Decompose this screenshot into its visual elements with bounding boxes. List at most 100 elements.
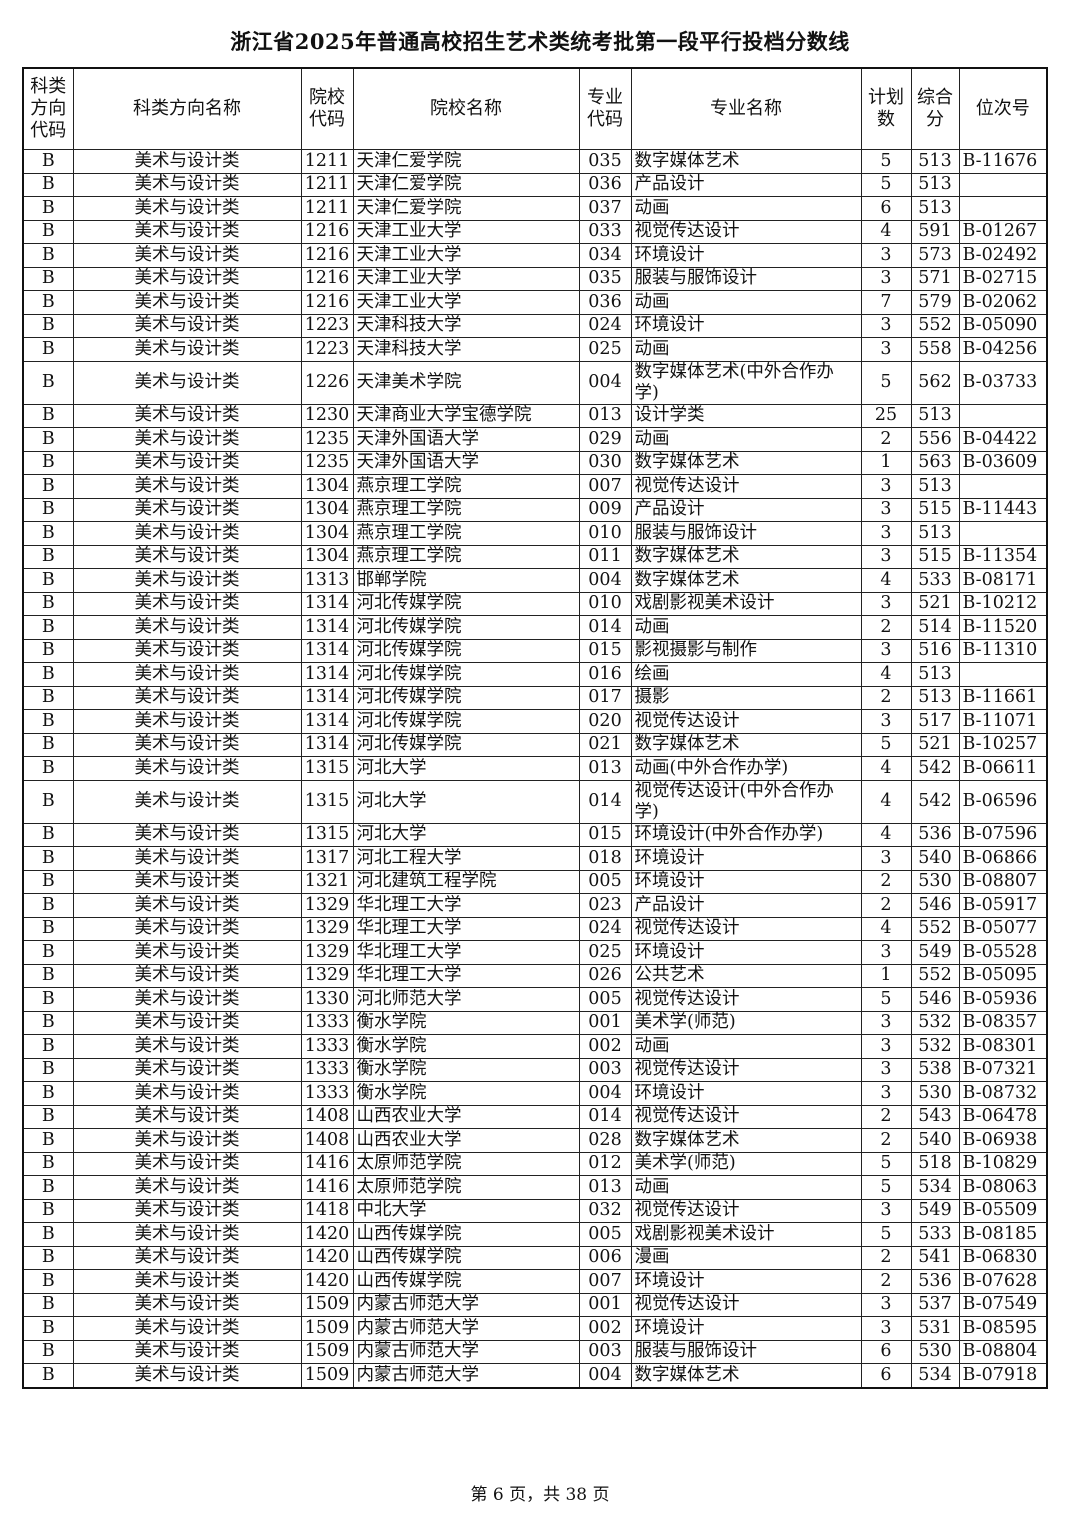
cell-score: 515 [910,497,960,522]
cell-category-code: B [22,779,74,824]
cell-major-code: 013 [578,1175,632,1200]
cell-score: 540 [910,846,960,871]
table-row: B 美术与设计类 1333 衡水学院 004 环境设计 3 530 B-08732 [22,1081,1048,1106]
table-row: B 美术与设计类 1509 内蒙古师范大学 003 服装与服饰设计 6 530 B-08804 [22,1339,1048,1364]
cell-rank: B-08357 [958,1010,1048,1035]
cell-category-name: 美术与设计类 [72,893,302,918]
cell-plan-count: 3 [860,243,912,268]
cell-plan-count: 25 [860,403,912,428]
cell-school-code: 1216 [300,219,354,244]
cell-major-code: 003 [578,1057,632,1082]
cell-school-name: 太原师范学院 [352,1175,580,1200]
cell-major-name: 绘画 [630,662,862,687]
cell-school-name: 河北传媒学院 [352,638,580,663]
cell-category-name: 美术与设计类 [72,732,302,757]
cell-school-name: 河北传媒学院 [352,615,580,640]
cell-major-name: 动画 [630,615,862,640]
cell-major-code: 020 [578,709,632,734]
cell-school-code: 1329 [300,893,354,918]
cell-category-name: 美术与设计类 [72,846,302,871]
cell-school-name: 山西传媒学院 [352,1245,580,1270]
table-row: B 美术与设计类 1408 山西农业大学 014 视觉传达设计 2 543 B-06478 [22,1104,1048,1129]
cell-category-name: 美术与设计类 [72,1057,302,1082]
cell-category-name: 美术与设计类 [72,685,302,710]
header-score: 综合分 [910,67,960,150]
cell-rank: B-11676 [958,149,1048,174]
cell-rank: B-05095 [958,963,1048,988]
cell-score: 549 [910,1198,960,1223]
cell-rank: B-05917 [958,893,1048,918]
cell-major-code: 013 [578,756,632,781]
cell-major-code: 014 [578,1104,632,1129]
cell-school-name: 衡水学院 [352,1081,580,1106]
cell-plan-count: 3 [860,544,912,569]
cell-score: 543 [910,1104,960,1129]
cell-school-code: 1333 [300,1034,354,1059]
cell-score: 573 [910,243,960,268]
cell-plan-count: 3 [860,1292,912,1317]
cell-school-code: 1211 [300,172,354,197]
cell-school-name: 中北大学 [352,1198,580,1223]
cell-category-name: 美术与设计类 [72,1269,302,1294]
table-row: B 美术与设计类 1216 天津工业大学 035 服装与服饰设计 3 571 B-02715 [22,266,1048,291]
cell-major-code: 004 [578,1081,632,1106]
cell-school-name: 太原师范学院 [352,1151,580,1176]
cell-school-name: 天津仁爱学院 [352,172,580,197]
table-row: B 美术与设计类 1314 河北传媒学院 015 影视摄影与制作 3 516 B-11310 [22,638,1048,663]
cell-school-name: 天津工业大学 [352,266,580,291]
cell-major-name: 产品设计 [630,172,862,197]
cell-plan-count: 7 [860,290,912,315]
cell-school-code: 1226 [300,360,354,405]
cell-school-code: 1314 [300,615,354,640]
cell-rank [958,662,1048,687]
cell-plan-count: 4 [860,756,912,781]
cell-major-code: 016 [578,662,632,687]
cell-plan-count: 2 [860,893,912,918]
cell-category-name: 美术与设计类 [72,822,302,847]
cell-major-name: 环境设计 [630,313,862,338]
cell-category-code: B [22,1316,74,1341]
cell-rank: B-10829 [958,1151,1048,1176]
cell-school-code: 1223 [300,313,354,338]
cell-category-code: B [22,869,74,894]
cell-school-code: 1235 [300,450,354,475]
cell-major-code: 005 [578,869,632,894]
cell-major-name: 视觉传达设计 [630,1057,862,1082]
cell-plan-count: 3 [860,638,912,663]
cell-school-name: 天津工业大学 [352,219,580,244]
header-rank: 位次号 [958,67,1048,150]
cell-rank: B-06478 [958,1104,1048,1129]
cell-score: 546 [910,987,960,1012]
cell-plan-count: 3 [860,266,912,291]
cell-rank: B-05509 [958,1198,1048,1223]
cell-rank: B-06866 [958,846,1048,871]
cell-school-name: 衡水学院 [352,1057,580,1082]
cell-category-code: B [22,497,74,522]
cell-major-code: 035 [578,266,632,291]
cell-major-name: 环境设计 [630,243,862,268]
cell-category-code: B [22,1269,74,1294]
cell-major-code: 013 [578,403,632,428]
cell-major-name: 服装与服饰设计 [630,521,862,546]
cell-school-code: 1315 [300,822,354,847]
cell-major-code: 018 [578,846,632,871]
cell-rank: B-07918 [958,1363,1048,1388]
cell-plan-count: 3 [860,1198,912,1223]
cell-rank: B-03609 [958,450,1048,475]
cell-plan-count: 3 [860,313,912,338]
header-school-code: 院校代码 [300,67,354,150]
cell-category-code: B [22,662,74,687]
cell-major-name: 动画 [630,337,862,362]
cell-rank: B-10212 [958,591,1048,616]
cell-major-code: 036 [578,290,632,315]
cell-category-code: B [22,940,74,965]
cell-school-code: 1416 [300,1151,354,1176]
cell-category-name: 美术与设计类 [72,313,302,338]
table-row: B 美术与设计类 1509 内蒙古师范大学 001 视觉传达设计 3 537 B-07549 [22,1292,1048,1317]
cell-rank: B-05936 [958,987,1048,1012]
cell-school-name: 华北理工大学 [352,893,580,918]
cell-score: 552 [910,916,960,941]
cell-score: 513 [910,474,960,499]
cell-category-name: 美术与设计类 [72,568,302,593]
table-row: B 美术与设计类 1313 邯郸学院 004 数字媒体艺术 4 533 B-08171 [22,568,1048,593]
